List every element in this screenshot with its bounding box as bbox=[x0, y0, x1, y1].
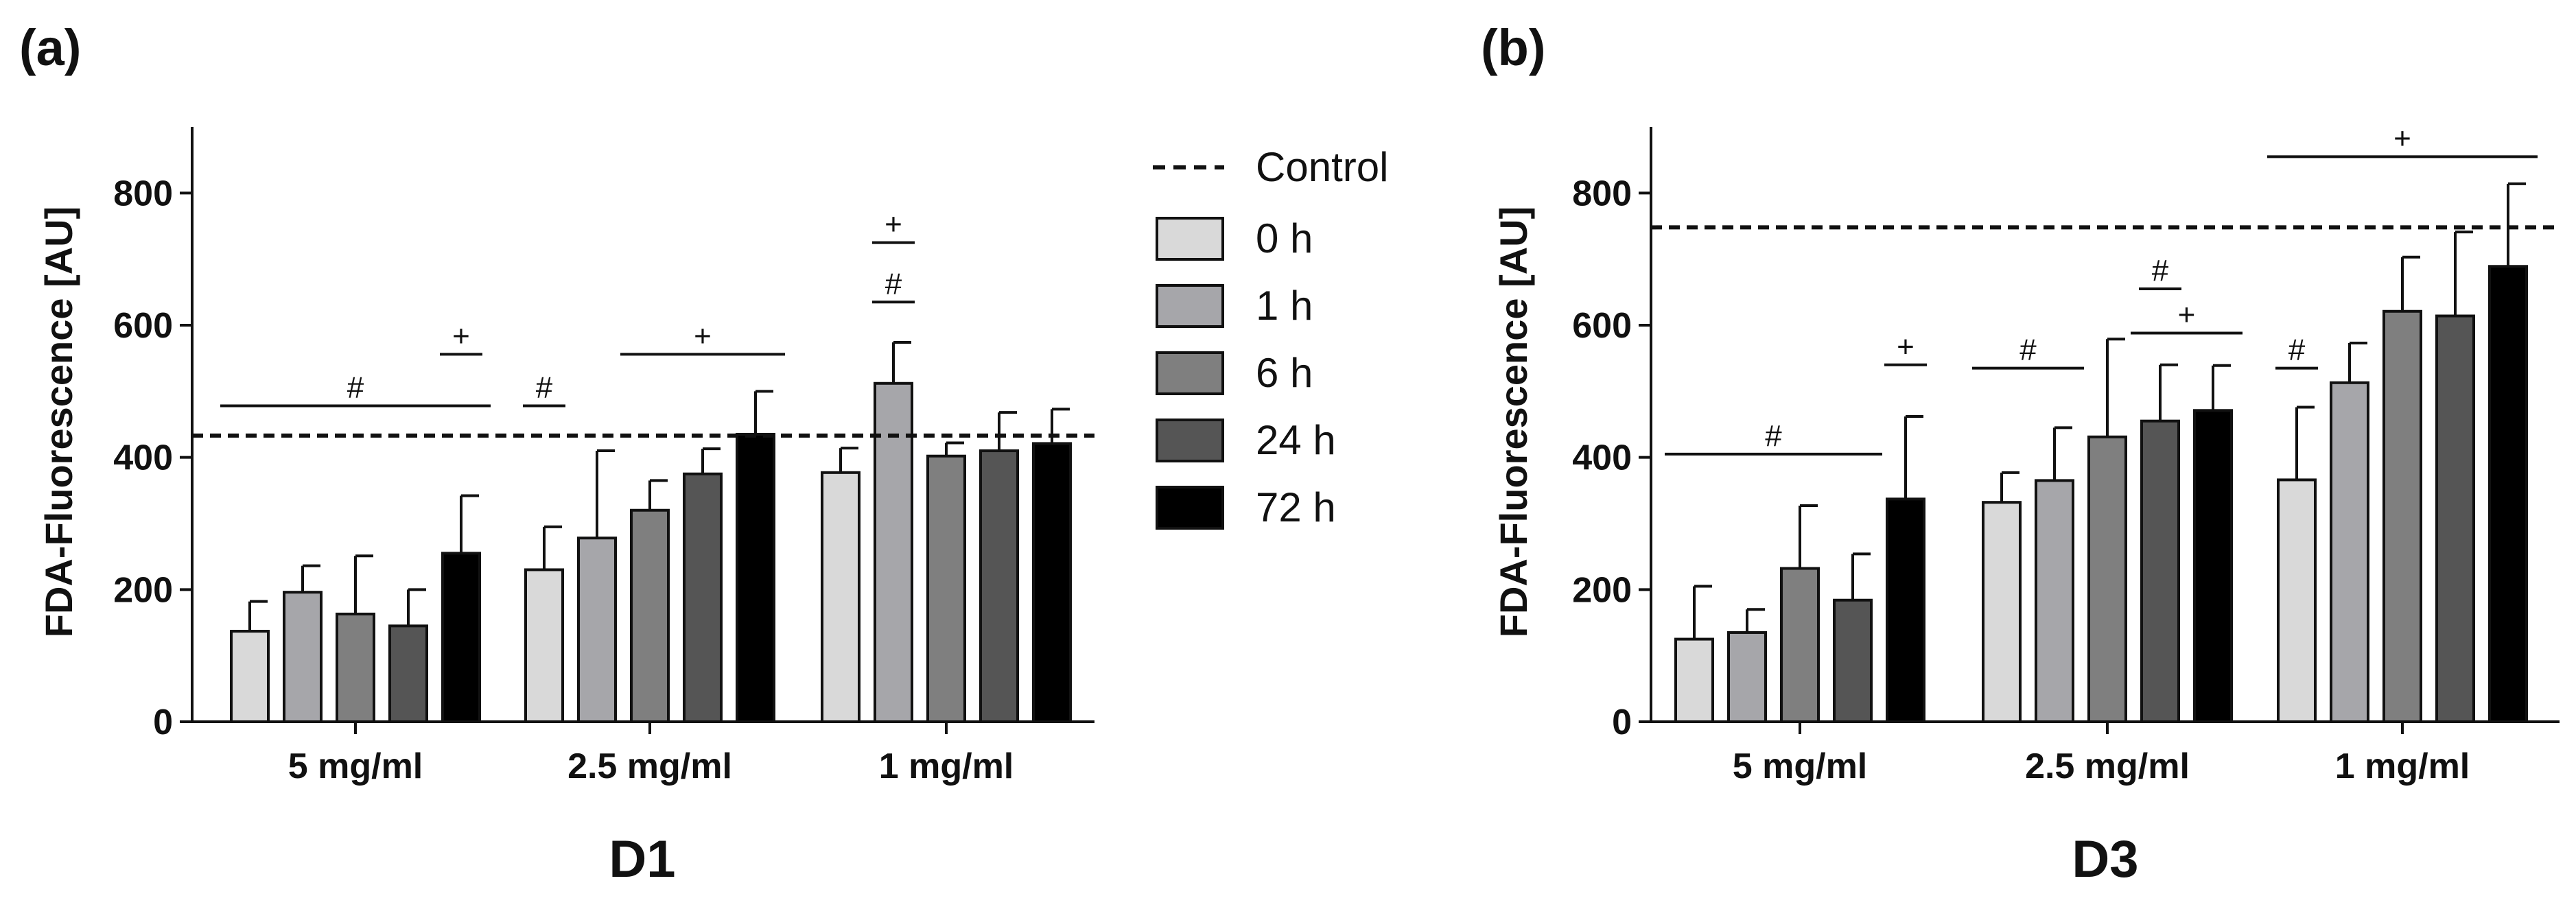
panel-b-bar-72h-1 bbox=[2193, 409, 2233, 724]
panel-b-significance-symbol: + bbox=[1897, 330, 1915, 364]
legend-swatch-6h bbox=[1156, 351, 1224, 395]
panel-a-bar-72h-2 bbox=[1032, 442, 1072, 723]
panel-a-bar-0h-2 bbox=[821, 471, 860, 723]
panel-b-significance-symbol: # bbox=[1765, 419, 1782, 453]
panel-a-plot: 0 200 400 600 800 5 mg/ml 2.5 mg/ml 1 mg/ml # + # +… bbox=[113, 127, 1094, 786]
panel-a-bar-0h-1 bbox=[524, 568, 564, 724]
panel-b-y-tick-label: 600 bbox=[1572, 306, 1632, 346]
panel-a-y-tick-label: 400 bbox=[113, 438, 173, 478]
legend-swatch-0h bbox=[1156, 217, 1224, 261]
panel-b-label: (b) bbox=[1481, 19, 1546, 76]
panel-b-y-axis-label: FDA-Fluorescence [AU] bbox=[1492, 207, 1535, 638]
panel-b-significance-symbol: # bbox=[2019, 333, 2037, 367]
panel-b-y-tick-label: 800 bbox=[1572, 174, 1632, 213]
panel-b-bar-72h-0 bbox=[1886, 497, 1925, 724]
panel-b-bar-6h-1 bbox=[2087, 435, 2127, 723]
panel-a-bar-6h-1 bbox=[630, 508, 670, 723]
panel-a-x-axis-label: D1 bbox=[609, 830, 675, 888]
legend-control-label: Control bbox=[1256, 144, 1388, 190]
panel-a-bar-24h-0 bbox=[388, 624, 428, 723]
legend-entries: 0 h 1 h 6 h 24 h 72 h bbox=[1156, 215, 1336, 530]
panel-b-significance-symbol: # bbox=[2288, 333, 2306, 367]
panel-a-bar-1h-1 bbox=[577, 537, 617, 724]
panel-a-category-label: 2.5 mg/ml bbox=[567, 746, 732, 786]
panel-b-y-tick-label: 200 bbox=[1572, 570, 1632, 610]
panel-b-bar-0h-2 bbox=[2277, 478, 2317, 723]
panel-a-y-tick-label: 600 bbox=[113, 306, 173, 346]
panel-a-bar-1h-2 bbox=[874, 381, 913, 723]
panel-a-bar-72h-1 bbox=[736, 432, 775, 723]
panel-a-significance-symbol: + bbox=[885, 208, 902, 242]
panel-a-significance-symbol: # bbox=[347, 371, 364, 405]
panel-a-y-tick-label: 0 bbox=[153, 703, 173, 742]
panel-b-bar-0h-1 bbox=[1982, 501, 2022, 723]
panel-a-bar-24h-1 bbox=[683, 472, 723, 723]
panel-b-x-axis-label: D3 bbox=[2072, 830, 2138, 888]
panel-b-bar-72h-2 bbox=[2488, 265, 2528, 724]
panel-b-y-tick-label: 0 bbox=[1612, 703, 1632, 742]
panel-a-label: (a) bbox=[19, 19, 81, 76]
panel-b-bar-1h-2 bbox=[2330, 381, 2369, 723]
panel-a-significance-symbol: # bbox=[536, 371, 553, 405]
panel-b-bar-6h-2 bbox=[2382, 309, 2422, 723]
panel-b: (b) 0 200 400 600 800 5 mg/ml 2.5 mg/ml 1 mg/ml… bbox=[1481, 19, 2560, 888]
panel-a-bar-6h-0 bbox=[336, 612, 375, 724]
panel-a-bar-72h-0 bbox=[441, 552, 481, 723]
legend-label-6h: 6 h bbox=[1256, 350, 1313, 396]
legend-label-72h: 72 h bbox=[1256, 484, 1336, 530]
panel-a-bar-24h-2 bbox=[979, 449, 1019, 723]
panel-a-y-tick-label: 200 bbox=[113, 570, 173, 610]
legend-swatch-72h bbox=[1156, 486, 1224, 530]
panel-b-bar-24h-1 bbox=[2140, 419, 2180, 724]
legend-swatch-24h bbox=[1156, 419, 1224, 462]
panel-a-category-label: 5 mg/ml bbox=[288, 746, 423, 786]
legend-label-24h: 24 h bbox=[1256, 417, 1336, 463]
panel-b-significance-symbol: + bbox=[2178, 298, 2196, 332]
panel-a-category-label: 1 mg/ml bbox=[879, 746, 1014, 786]
legend-label-1h: 1 h bbox=[1256, 283, 1313, 329]
panel-a-significance-symbol: # bbox=[885, 267, 902, 301]
panel-a-bar-1h-0 bbox=[283, 591, 323, 723]
panel-a-y-tick-label: 800 bbox=[113, 174, 173, 213]
panel-b-category-label: 2.5 mg/ml bbox=[2025, 746, 2190, 786]
panel-a: (a) 0 200 400 600 800 5 mg/ml 2.5 mg/ml 1 mg/ml… bbox=[19, 19, 1094, 888]
panel-a-significance-symbol: + bbox=[452, 319, 470, 353]
legend-swatch-1h bbox=[1156, 284, 1224, 328]
panel-b-significance-symbol: + bbox=[2393, 121, 2411, 155]
panel-b-bar-1h-1 bbox=[2035, 479, 2074, 724]
panel-b-significance-symbol: # bbox=[2152, 254, 2169, 287]
panel-b-y-tick-label: 400 bbox=[1572, 438, 1632, 478]
panel-b-category-label: 1 mg/ml bbox=[2335, 746, 2470, 786]
panel-a-bar-0h-0 bbox=[230, 630, 270, 723]
legend-label-0h: 0 h bbox=[1256, 215, 1313, 261]
panel-b-plot: 0 200 400 600 800 5 mg/ml 2.5 mg/ml 1 mg/ml # + # +… bbox=[1572, 121, 2560, 786]
panel-b-bar-24h-0 bbox=[1833, 598, 1873, 723]
panel-a-significance-symbol: + bbox=[694, 319, 712, 353]
panel-b-bar-1h-0 bbox=[1727, 631, 1767, 724]
panel-b-bar-0h-0 bbox=[1674, 637, 1714, 723]
panel-a-y-axis-label: FDA-Fluorescence [AU] bbox=[37, 207, 80, 638]
panel-b-bar-6h-0 bbox=[1780, 567, 1820, 723]
panel-a-bar-6h-2 bbox=[926, 454, 966, 723]
panel-b-bar-24h-2 bbox=[2435, 314, 2475, 724]
legend: Control 0 h 1 h 6 h 24 h 72 h bbox=[1153, 144, 1388, 530]
panel-b-category-label: 5 mg/ml bbox=[1733, 746, 1868, 786]
